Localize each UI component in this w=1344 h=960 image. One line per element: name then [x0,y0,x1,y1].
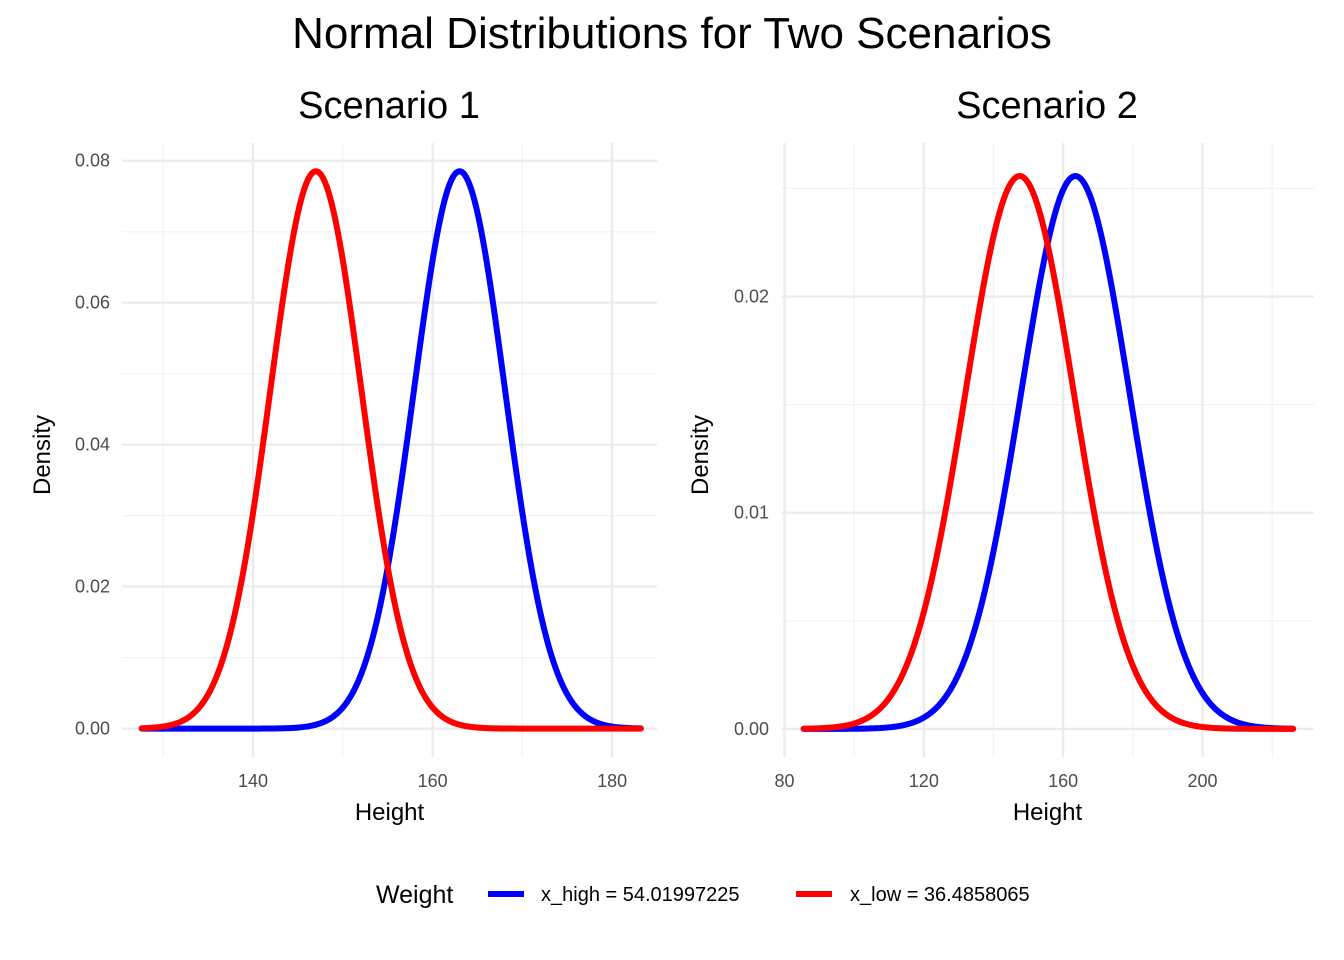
legend-entries: x_high = 54.01997225 x_low = 36.4858065 [488,884,1030,906]
x-tick-label: 120 [909,771,939,791]
series-line-x-high [138,168,644,732]
chart-title: Normal Distributions for Two Scenarios [292,9,1052,58]
legend-entry: x_low = 36.4858065 [796,884,1030,906]
series-line-x-low [800,173,1297,732]
legend-title: Weight [376,881,453,909]
facet-panels: 140 160 180 0.00 0.02 0.04 0.06 0.08 Scenario 1 H… [29,85,1314,826]
legend-entry: x_high = 54.01997225 [488,884,740,906]
x-tick-label: 80 [774,771,794,791]
x-tick-label: 160 [1048,771,1078,791]
y-tick-label: 0.00 [75,719,110,739]
panel-title: Scenario 1 [298,85,480,127]
x-tick-label: 160 [418,771,448,791]
y-tick-label: 0.08 [75,151,110,171]
panel-scenario-1: 140 160 180 0.00 0.02 0.04 0.06 0.08 Scenario 1 H… [29,85,657,826]
y-tick-label: 0.06 [75,293,110,313]
y-tick-label: 0.02 [75,577,110,597]
x-axis-title: Height [1013,799,1083,826]
x-axis-title: Height [355,799,425,826]
panel-title: Scenario 2 [956,85,1138,127]
x-tick-label: 200 [1187,771,1217,791]
series-line-x-low [138,168,644,732]
y-axis-title: Density [29,415,56,495]
legend-label: x_high = 54.01997225 [541,884,740,906]
legend: Weight x_high = 54.01997225 x_low = 36.48… [376,881,1030,909]
panel-scenario-2: 80 120 160 200 0.00 0.01 0.02 Scenario 2 Height D… [687,85,1314,826]
x-tick-label: 140 [238,771,268,791]
y-tick-label: 0.01 [734,503,769,523]
y-axis-title: Density [687,415,714,495]
y-tick-label: 0.04 [75,435,110,455]
y-tick-label: 0.02 [734,287,769,307]
legend-label: x_low = 36.4858065 [850,884,1030,906]
x-tick-label: 180 [597,771,627,791]
y-tick-label: 0.00 [734,719,769,739]
grid [122,143,657,757]
